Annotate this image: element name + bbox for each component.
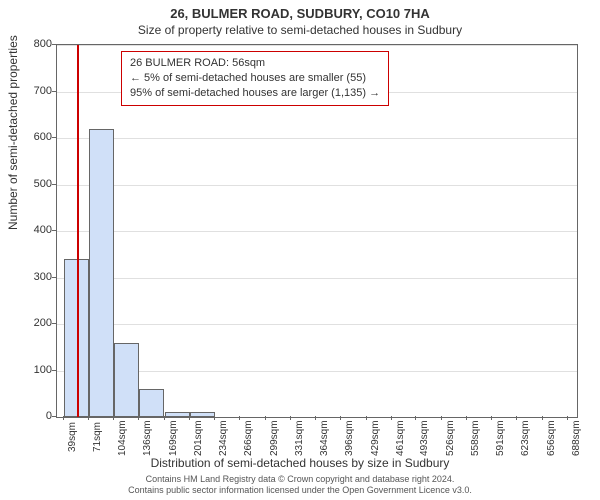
y-tick-label: 700 xyxy=(12,85,52,97)
x-tick-label: 104sqm xyxy=(117,422,128,456)
x-tick-mark xyxy=(567,416,568,420)
x-tick-label: 493sqm xyxy=(419,422,430,456)
x-tick-label: 169sqm xyxy=(168,422,179,456)
attribution: Contains HM Land Registry data © Crown c… xyxy=(0,474,600,496)
x-tick-mark xyxy=(164,416,165,420)
info-line-1: 26 BULMER ROAD: 56sqm xyxy=(130,56,380,71)
x-tick-label: 331sqm xyxy=(294,422,305,456)
y-tick-mark xyxy=(52,277,56,278)
x-tick-label: 429sqm xyxy=(370,422,381,456)
x-tick-mark xyxy=(441,416,442,420)
x-tick-label: 656sqm xyxy=(546,422,557,456)
histogram-bar xyxy=(190,412,215,417)
x-tick-label: 688sqm xyxy=(571,422,582,456)
gridline xyxy=(57,45,577,46)
chart-container: 26, BULMER ROAD, SUDBURY, CO10 7HA Size … xyxy=(0,0,600,500)
y-tick-label: 400 xyxy=(12,224,52,236)
x-tick-label: 623sqm xyxy=(520,422,531,456)
gridline xyxy=(57,231,577,232)
x-tick-mark xyxy=(63,416,64,420)
y-tick-mark xyxy=(52,230,56,231)
y-tick-mark xyxy=(52,137,56,138)
histogram-bar xyxy=(165,412,190,417)
y-tick-label: 500 xyxy=(12,178,52,190)
property-info-box: 26 BULMER ROAD: 56sqm ← 5% of semi-detac… xyxy=(121,51,389,106)
x-tick-mark xyxy=(138,416,139,420)
gridline xyxy=(57,138,577,139)
x-tick-mark xyxy=(391,416,392,420)
x-tick-label: 136sqm xyxy=(142,422,153,456)
x-tick-label: 266sqm xyxy=(243,422,254,456)
y-tick-label: 300 xyxy=(12,271,52,283)
chart-subtitle: Size of property relative to semi-detach… xyxy=(0,21,600,41)
property-marker-line xyxy=(77,45,79,417)
y-tick-mark xyxy=(52,184,56,185)
y-tick-label: 0 xyxy=(12,410,52,422)
x-tick-label: 234sqm xyxy=(218,422,229,456)
x-tick-label: 71sqm xyxy=(92,422,103,456)
x-tick-mark xyxy=(366,416,367,420)
x-tick-mark xyxy=(265,416,266,420)
x-tick-label: 591sqm xyxy=(495,422,506,456)
y-tick-label: 800 xyxy=(12,38,52,50)
x-tick-mark xyxy=(491,416,492,420)
y-tick-label: 100 xyxy=(12,364,52,376)
histogram-bar xyxy=(139,389,164,417)
x-tick-mark xyxy=(516,416,517,420)
y-tick-mark xyxy=(52,323,56,324)
x-tick-label: 396sqm xyxy=(344,422,355,456)
x-tick-mark xyxy=(466,416,467,420)
info-line-2: ← 5% of semi-detached houses are smaller… xyxy=(130,71,380,86)
gridline xyxy=(57,185,577,186)
x-tick-label: 201sqm xyxy=(193,422,204,456)
plot-area: 26 BULMER ROAD: 56sqm ← 5% of semi-detac… xyxy=(56,44,578,418)
x-tick-mark xyxy=(290,416,291,420)
y-tick-mark xyxy=(52,370,56,371)
histogram-bar xyxy=(89,129,114,417)
x-tick-mark xyxy=(315,416,316,420)
info-line-3: 95% of semi-detached houses are larger (… xyxy=(130,86,380,101)
x-tick-mark xyxy=(340,416,341,420)
x-tick-label: 558sqm xyxy=(470,422,481,456)
x-tick-mark xyxy=(214,416,215,420)
y-tick-label: 600 xyxy=(12,131,52,143)
x-tick-label: 39sqm xyxy=(67,422,78,456)
x-tick-label: 299sqm xyxy=(269,422,280,456)
x-tick-mark xyxy=(415,416,416,420)
chart-title: 26, BULMER ROAD, SUDBURY, CO10 7HA xyxy=(0,0,600,21)
attribution-line-1: Contains HM Land Registry data © Crown c… xyxy=(0,474,600,485)
x-tick-mark xyxy=(239,416,240,420)
x-tick-label: 526sqm xyxy=(445,422,456,456)
x-axis-label: Distribution of semi-detached houses by … xyxy=(0,456,600,470)
x-tick-label: 364sqm xyxy=(319,422,330,456)
y-tick-mark xyxy=(52,44,56,45)
x-tick-mark xyxy=(88,416,89,420)
attribution-line-2: Contains public sector information licen… xyxy=(0,485,600,496)
gridline xyxy=(57,278,577,279)
x-tick-mark xyxy=(542,416,543,420)
y-tick-mark xyxy=(52,91,56,92)
y-tick-mark xyxy=(52,416,56,417)
y-tick-label: 200 xyxy=(12,317,52,329)
x-tick-mark xyxy=(189,416,190,420)
x-tick-label: 461sqm xyxy=(395,422,406,456)
gridline xyxy=(57,324,577,325)
histogram-bar xyxy=(114,343,139,417)
x-tick-mark xyxy=(113,416,114,420)
